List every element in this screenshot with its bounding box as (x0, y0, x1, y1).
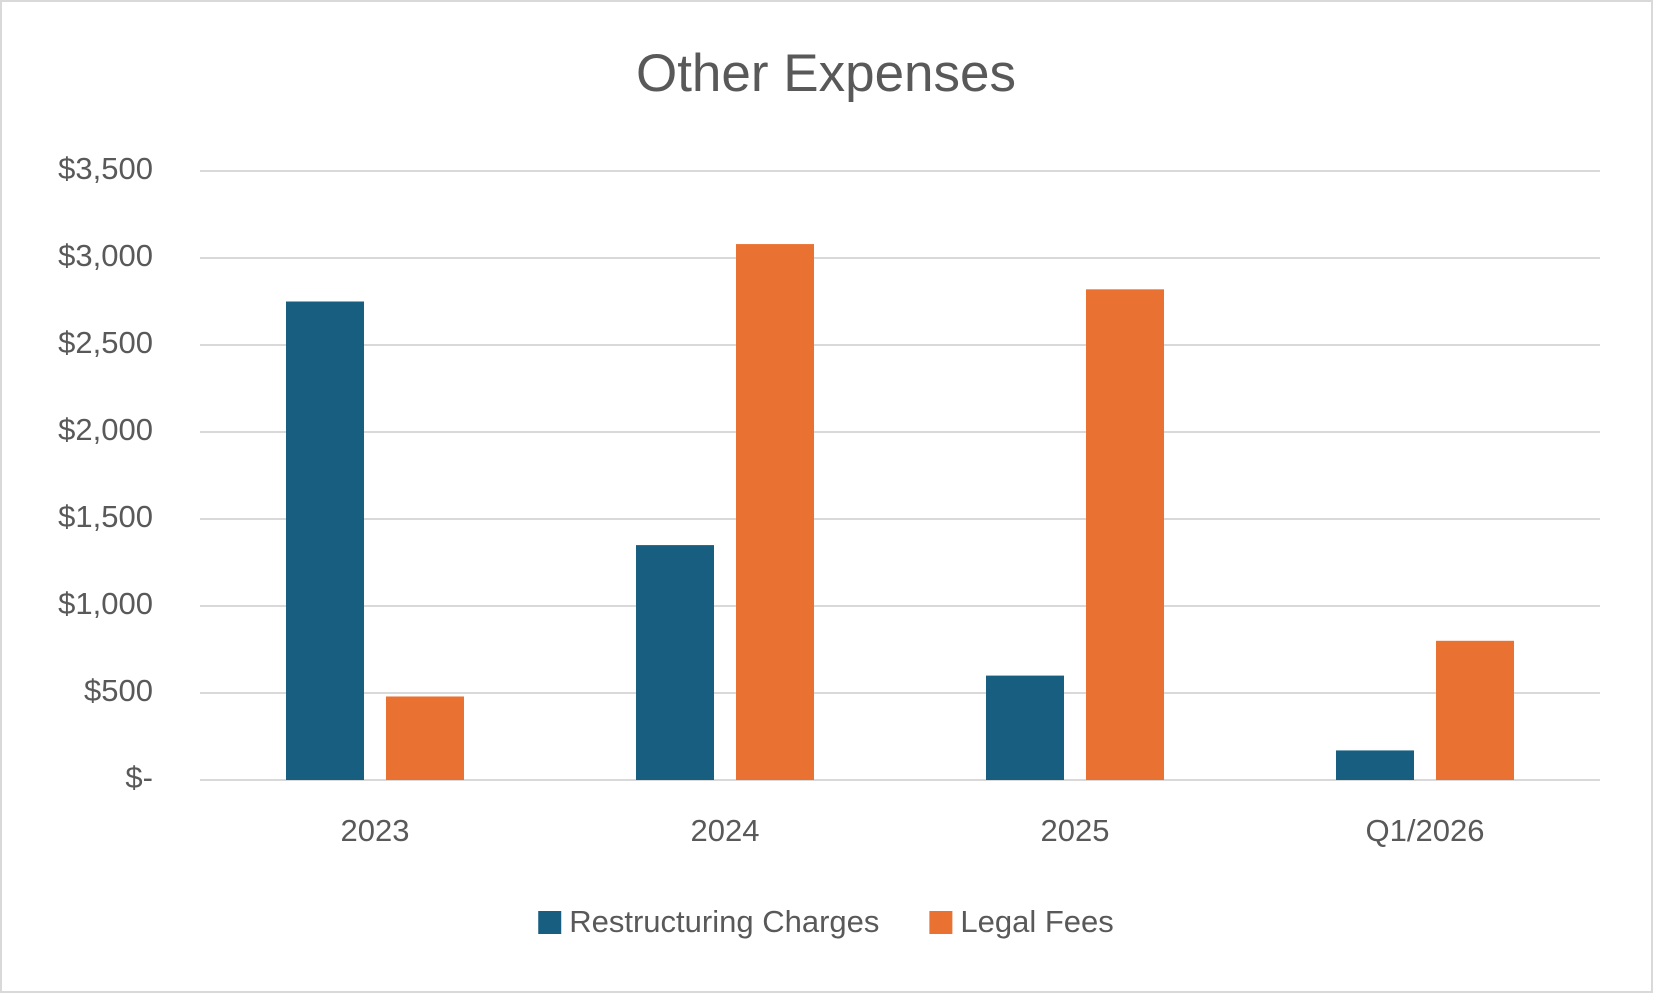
bar (286, 301, 364, 780)
legend-label: Legal Fees (960, 904, 1113, 939)
bar (1336, 750, 1414, 780)
y-tick-label: $3,000 (58, 238, 153, 273)
legend-swatch (929, 911, 953, 934)
legend-swatch (538, 911, 562, 934)
bar (1086, 289, 1164, 780)
y-tick-label: $500 (84, 673, 153, 708)
legend-label: Restructuring Charges (569, 904, 879, 939)
y-tick-label: $2,000 (58, 412, 153, 447)
x-tick-label: Q1/2026 (1366, 813, 1485, 848)
y-tick-label: $- (125, 760, 153, 795)
chart-title: Other Expenses (636, 44, 1016, 103)
x-tick-label: 2024 (691, 813, 760, 848)
y-tick-label: $3,500 (58, 151, 153, 186)
y-tick-label: $2,500 (58, 325, 153, 360)
bar (386, 696, 464, 780)
bar (736, 244, 814, 780)
bar (986, 675, 1064, 780)
y-tick-label: $1,000 (58, 586, 153, 621)
x-tick-label: 2023 (341, 813, 410, 848)
x-tick-label: 2025 (1041, 813, 1110, 848)
bar (1436, 640, 1514, 780)
bar (636, 545, 714, 780)
y-tick-label: $1,500 (58, 499, 153, 534)
